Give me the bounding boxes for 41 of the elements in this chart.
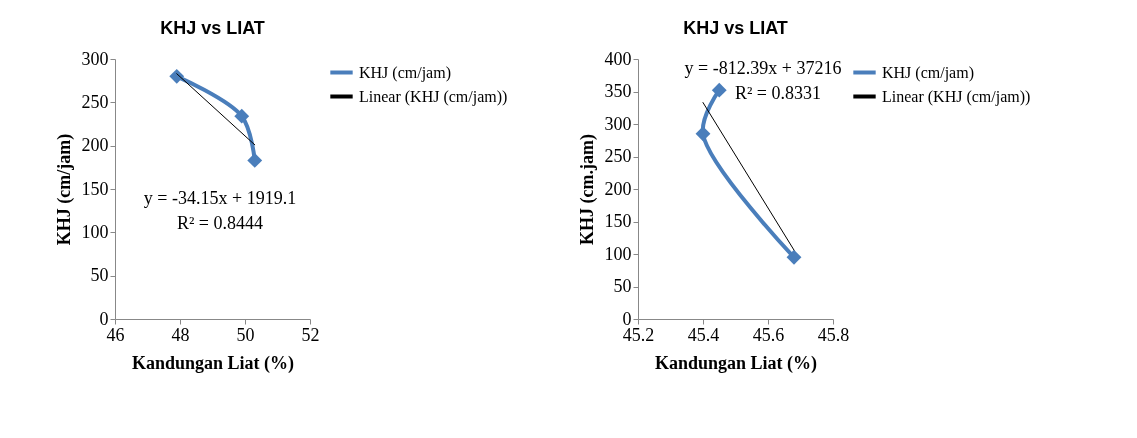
y-tick-label: 200 [81,135,109,156]
x-tick-label: 48 [171,324,190,345]
annotation: R² = 0.8444 [176,213,264,233]
point [711,82,727,98]
x-axis-title: Kandungan Liat (%) [654,352,818,374]
point [247,152,263,168]
annotation: y = -34.15x + 1919.1 [143,188,297,208]
legend-label: Linear (KHJ (cm/jam)) [359,87,508,106]
point [786,249,802,265]
y-tick-label: 50 [613,276,632,296]
y-tick-label: 250 [81,91,109,112]
y-tick-label: 300 [81,48,109,69]
x-tick-label: 46 [106,324,125,345]
y-axis-title: KHJ (cm/jam) [53,133,75,246]
x-tick-label: 50 [236,324,255,345]
x-tick-label: 45.4 [687,324,720,345]
y-tick-label: 100 [81,221,109,242]
y-tick-label: 150 [604,211,632,231]
y-tick-label: 0 [99,308,109,329]
annotation: R² = 0.8331 [734,83,822,103]
y-tick-label: 300 [604,113,632,134]
point [695,126,711,142]
chart-title: KHJ vs LIAT [683,18,788,38]
x-tick-label: 45.8 [817,324,850,345]
x-axis-title: Kandungan Liat (%) [131,352,295,374]
y-tick-label: 50 [90,265,109,286]
y-tick-label: 350 [604,81,632,101]
y-tick-label: 200 [604,178,632,199]
annotation: y = -812.39x + 37216 [684,58,842,78]
y-tick-label: 150 [81,178,109,199]
x-tick-label: 52 [301,324,320,345]
y-tick-label: 100 [604,243,632,264]
legend-label: KHJ (cm/jam) [882,63,974,82]
y-tick-label: 250 [604,146,632,166]
y-axis-title: KHJ (cm.jam) [576,134,598,245]
chart-title: KHJ vs LIAT [160,18,265,38]
legend-label: KHJ (cm/jam) [359,63,451,82]
point [234,108,250,124]
y-tick-label: 400 [604,48,632,69]
x-tick-label: 45.6 [752,324,785,345]
legend-label: Linear (KHJ (cm/jam)) [882,87,1031,106]
